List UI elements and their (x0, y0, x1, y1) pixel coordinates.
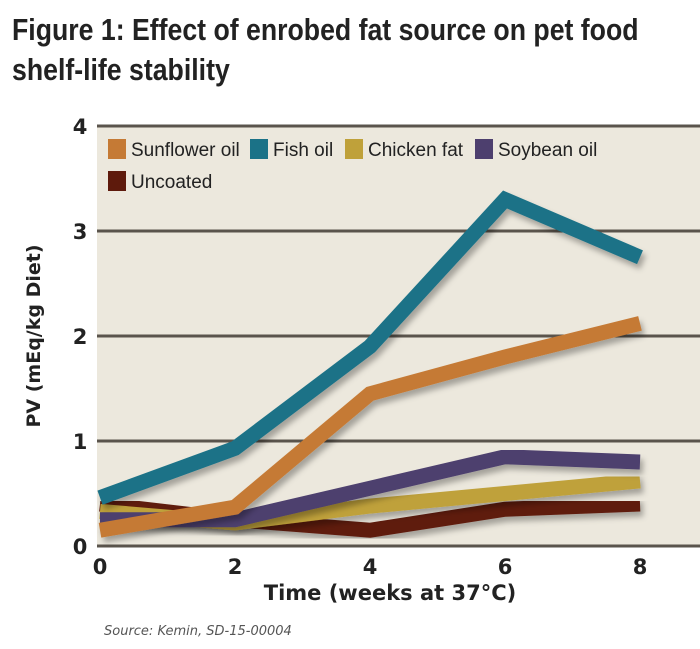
legend-label: Uncoated (131, 172, 212, 193)
legend-label: Fish oil (273, 140, 333, 161)
series-line-sunflower-oil (98, 316, 642, 538)
series-line-fish-oil (97, 190, 643, 505)
y-tick-label: 3 (73, 220, 88, 244)
x-tick-label: 6 (498, 555, 513, 579)
x-tick-label: 2 (228, 555, 243, 579)
legend-label: Sunflower oil (131, 140, 240, 161)
legend-swatch (345, 139, 363, 159)
line-chart: 0 1 2 3 4 0 2 4 6 8 Time (weeks at 37°C) PV (mEq/kg… (23, 115, 700, 605)
chart-title: Figure 1: Effect of enrobed fat source o… (12, 12, 639, 87)
x-tick-label: 0 (93, 555, 108, 579)
x-tick-label: 4 (363, 555, 378, 579)
legend-swatch (108, 139, 126, 159)
legend-label: Chicken fat (368, 140, 464, 161)
source-note: Source: Kemin, SD-15-00004 (104, 624, 292, 639)
y-tick-label: 0 (73, 535, 88, 559)
x-tick-label: 8 (633, 555, 648, 579)
y-tick-label: 1 (73, 430, 88, 454)
legend-label: Soybean oil (498, 140, 597, 161)
y-tick-label: 2 (73, 325, 88, 349)
legend-swatch (108, 171, 126, 191)
legend-swatch (475, 139, 493, 159)
legend-swatch (250, 139, 268, 159)
y-axis-label: PV (mEq/kg Diet) (23, 244, 45, 427)
x-axis-label: Time (weeks at 37°C) (264, 581, 516, 605)
y-tick-label: 4 (73, 115, 88, 139)
